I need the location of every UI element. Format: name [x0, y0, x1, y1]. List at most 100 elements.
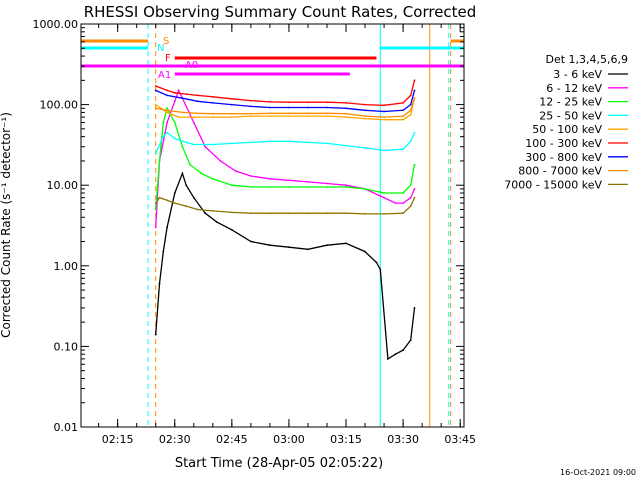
data-point-1-11	[269, 177, 271, 180]
flag-label-f: F	[165, 53, 171, 64]
data-point-5-15	[402, 102, 404, 104]
data-point-7-0	[154, 107, 157, 110]
data-point-6-14	[402, 109, 404, 112]
data-point-8-8	[250, 212, 252, 215]
data-point-4-2	[177, 116, 180, 118]
data-point-5-5	[211, 95, 214, 98]
data-point-1-4	[177, 89, 180, 92]
data-point-0-12	[269, 244, 271, 247]
data-point-2-4	[173, 121, 176, 124]
data-point-8-18	[413, 196, 416, 199]
data-point-7-16	[413, 97, 416, 100]
data-point-0-17	[364, 250, 366, 253]
data-point-0-10	[230, 228, 233, 231]
data-point-0-22	[402, 349, 404, 351]
data-point-4-15	[409, 113, 412, 116]
data-point-3-4	[181, 140, 184, 143]
data-point-8-3	[173, 202, 176, 205]
data-point-7-15	[409, 109, 412, 112]
chart-title: RHESSI Observing Summary Count Rates, Co…	[84, 3, 477, 21]
data-point-4-11	[345, 116, 347, 118]
data-point-1-21	[413, 188, 416, 190]
data-point-6-9	[307, 106, 309, 109]
data-point-8-4	[185, 205, 188, 208]
x-tick-label: 03:30	[387, 433, 419, 446]
data-point-2-15	[345, 186, 347, 188]
data-point-5-4	[196, 94, 199, 97]
data-point-1-10	[250, 175, 252, 177]
data-point-1-14	[326, 182, 328, 185]
data-point-2-2	[162, 121, 165, 124]
data-point-7-1	[166, 109, 169, 112]
data-point-4-8	[288, 115, 290, 117]
data-point-2-17	[383, 192, 385, 194]
legend-label-4: 50 - 100 keV	[532, 123, 602, 136]
data-point-1-15	[345, 184, 347, 187]
data-point-5-1	[166, 89, 169, 92]
data-point-8-6	[211, 210, 214, 212]
legend-label-3: 25 - 50 keV	[539, 109, 602, 122]
data-point-7-10	[326, 112, 328, 115]
data-point-8-17	[409, 205, 412, 208]
plot-frame	[80, 23, 465, 428]
data-point-3-10	[288, 140, 290, 143]
y-axis: 0.01 0.10 1.00 10.00 100.00 1000.00	[33, 18, 464, 434]
data-point-6-5	[230, 103, 233, 106]
legend-label-5: 100 - 300 keV	[525, 137, 602, 150]
series-lines	[154, 79, 416, 361]
data-point-4-14	[402, 118, 404, 121]
data-point-6-16	[413, 89, 416, 92]
y-tick-label: 100.00	[40, 99, 79, 112]
data-point-0-19	[379, 268, 382, 271]
data-point-6-12	[364, 109, 366, 112]
data-point-7-2	[181, 111, 184, 114]
data-point-2-10	[250, 186, 252, 188]
data-point-2-18	[402, 192, 404, 194]
data-point-0-24	[413, 307, 416, 309]
data-point-4-9	[307, 115, 309, 117]
x-axis-label: Start Time (28-Apr-05 02:05:22)	[175, 456, 383, 471]
data-point-6-10	[326, 106, 328, 109]
data-point-8-15	[383, 213, 385, 215]
data-point-7-12	[364, 115, 366, 117]
data-point-2-14	[326, 186, 328, 188]
data-point-0-21	[394, 353, 397, 356]
data-point-8-16	[402, 212, 404, 215]
data-point-2-11	[269, 186, 271, 188]
data-point-4-6	[250, 115, 252, 117]
data-point-4-13	[383, 118, 385, 121]
data-point-6-3	[196, 100, 199, 103]
data-point-5-2	[173, 91, 176, 94]
data-point-1-12	[288, 179, 290, 182]
data-point-2-0	[154, 208, 157, 211]
data-point-0-1	[158, 282, 161, 285]
data-point-6-0	[154, 89, 157, 92]
legend-label-7: 800 - 7000 keV	[518, 165, 602, 178]
data-point-4-1	[166, 111, 169, 114]
flag-label-a0: A0	[185, 60, 198, 71]
data-point-1-17	[383, 196, 385, 199]
data-point-3-15	[383, 149, 385, 152]
data-point-7-14	[402, 115, 404, 117]
data-point-0-15	[326, 244, 328, 247]
data-point-6-13	[383, 110, 385, 113]
data-point-0-20	[387, 358, 389, 360]
flag-label-s: S	[163, 36, 169, 47]
data-point-8-13	[345, 212, 347, 215]
data-point-2-9	[230, 184, 233, 187]
data-point-2-3	[166, 107, 169, 110]
data-point-8-10	[288, 212, 290, 215]
data-point-7-4	[211, 112, 214, 115]
data-point-7-5	[230, 112, 233, 115]
data-point-3-8	[250, 141, 252, 144]
data-point-8-0	[154, 202, 157, 205]
series-line-5	[155, 80, 416, 106]
data-point-8-5	[196, 208, 199, 211]
y-tick-label: 1000.00	[33, 18, 79, 31]
data-point-2-13	[307, 186, 309, 188]
data-point-8-7	[230, 211, 233, 214]
data-point-8-14	[364, 213, 366, 215]
data-point-6-1	[166, 94, 169, 97]
